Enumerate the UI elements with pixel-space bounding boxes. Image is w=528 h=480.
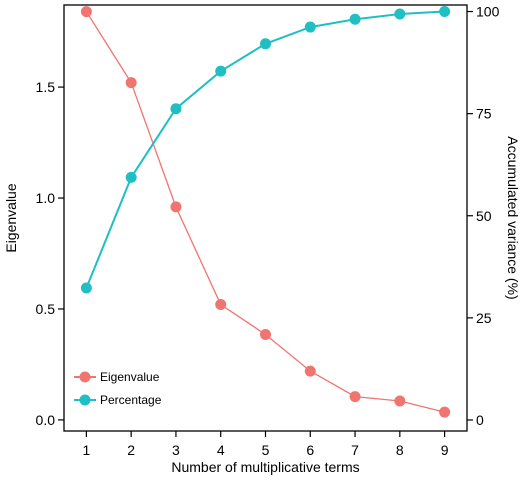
x-tick-label: 8 bbox=[396, 442, 404, 458]
legend-eigenvalue-marker bbox=[79, 371, 91, 383]
percentage-line bbox=[85, 10, 445, 289]
y-left-tick-label: 0.0 bbox=[36, 412, 56, 428]
percentage-point bbox=[304, 21, 316, 33]
eigenvalue-point bbox=[125, 77, 137, 89]
percentage-point bbox=[215, 65, 227, 77]
eigenvalue-line bbox=[85, 11, 445, 413]
x-tick-label: 7 bbox=[351, 442, 359, 458]
axes-layer: 1 2 3 4 5 6 7 8 9 0.0 0.5 1.0 1.5 0 25 50 75 100 bbox=[36, 4, 500, 458]
x-tick-label: 6 bbox=[306, 442, 314, 458]
eigenvalue-point bbox=[170, 201, 182, 213]
percentage-point bbox=[125, 171, 137, 183]
x-tick-label: 2 bbox=[127, 442, 135, 458]
legend-percentage-marker bbox=[79, 394, 91, 406]
eigenvalue-point bbox=[349, 391, 361, 403]
eigenvalue-point bbox=[215, 299, 227, 311]
plot-border bbox=[63, 4, 468, 432]
y-right-tick-label: 100 bbox=[476, 4, 500, 20]
legend: Eigenvalue Percentage bbox=[74, 370, 162, 407]
percentage-point bbox=[439, 6, 451, 18]
percentage-point bbox=[349, 13, 361, 25]
x-axis-title: Number of multiplicative terms bbox=[171, 459, 359, 475]
y-left-tick-label: 0.5 bbox=[36, 301, 56, 317]
eigenvalue-point bbox=[304, 365, 316, 377]
percentage-point bbox=[170, 103, 182, 115]
series-layer bbox=[80, 6, 451, 418]
y-right-tick-label: 75 bbox=[476, 106, 492, 122]
y-left-tick-label: 1.5 bbox=[36, 79, 56, 95]
y-axis-right-title: Accumulated variance (%) bbox=[505, 136, 521, 299]
y-axis-left-title: Eigenvalue bbox=[3, 183, 19, 252]
x-tick-label: 1 bbox=[82, 442, 90, 458]
percentage-point bbox=[394, 8, 406, 20]
y-left-tick-label: 1.0 bbox=[36, 190, 56, 206]
eigenvalue-point bbox=[80, 6, 92, 18]
plot-frame-layer bbox=[63, 4, 468, 432]
y-right-tick-label: 0 bbox=[476, 412, 484, 428]
x-tick-label: 5 bbox=[262, 442, 270, 458]
eigenvalue-point bbox=[439, 406, 451, 418]
legend-percentage-label: Percentage bbox=[100, 393, 162, 407]
y-right-tick-label: 25 bbox=[476, 310, 492, 326]
x-tick-label: 4 bbox=[217, 442, 225, 458]
x-tick-label: 9 bbox=[441, 442, 449, 458]
legend-eigenvalue-label: Eigenvalue bbox=[100, 370, 160, 384]
percentage-point bbox=[80, 282, 92, 294]
eigenvalue-point bbox=[394, 395, 406, 407]
percentage-point bbox=[260, 38, 271, 50]
x-tick-label: 3 bbox=[172, 442, 180, 458]
y-right-tick-label: 50 bbox=[476, 208, 492, 224]
eigenvalue-point bbox=[260, 328, 271, 340]
